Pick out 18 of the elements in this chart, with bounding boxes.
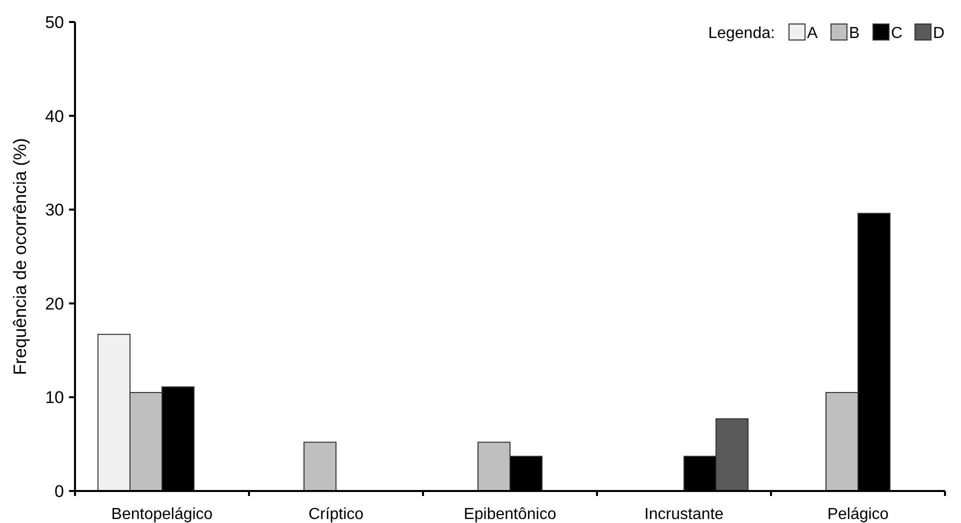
legend-label: D bbox=[933, 25, 945, 42]
x-tick-label: Bentopelágico bbox=[111, 506, 213, 523]
x-tick-label: Críptico bbox=[308, 506, 364, 523]
legend-label: B bbox=[849, 25, 860, 42]
bar bbox=[303, 442, 336, 492]
legend-label: A bbox=[807, 25, 818, 42]
y-tick-label: 10 bbox=[45, 388, 64, 408]
y-tick-label: 50 bbox=[45, 12, 64, 32]
y-tick-label: 20 bbox=[45, 294, 64, 314]
legend-label: C bbox=[891, 25, 903, 42]
x-tick-label: Epibentônico bbox=[464, 506, 556, 523]
y-tick-label: 40 bbox=[45, 106, 64, 126]
y-tick-label: 30 bbox=[45, 200, 64, 220]
x-tick-label: Incrustante bbox=[644, 506, 724, 523]
y-tick-label: 0 bbox=[54, 482, 64, 501]
legend-title: Legenda: bbox=[708, 25, 775, 42]
x-tick-label: Pelágico bbox=[827, 506, 889, 523]
y-axis-title: Frequência de ocorrência (%) bbox=[10, 138, 30, 376]
